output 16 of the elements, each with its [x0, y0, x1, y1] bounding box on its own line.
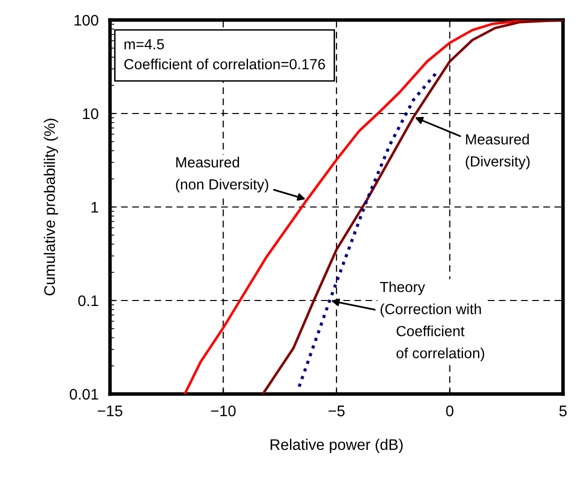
y-tick-label: 0.01 [70, 388, 98, 400]
y-tick-label: 100 [74, 14, 98, 26]
y-tick-label: 0.1 [78, 295, 98, 306]
y-tick-label: 1 [92, 202, 98, 213]
annotation: Measured (non Diversity) [176, 156, 268, 192]
annotation: m=4.5 Coefficient of correlation=0.176 [124, 39, 325, 70]
y-tick-label: 10 [83, 108, 98, 120]
annotation: Measured (Diversity) [466, 134, 530, 170]
x-tick-label: 0 [446, 406, 454, 416]
x-tick-label: −15 [98, 406, 122, 416]
x-tick-label: 5 [559, 406, 567, 416]
y-axis-title: Cumulative probability (%) [44, 118, 58, 296]
annotation: Theory (Correction with Coefficient of correlation) [380, 281, 484, 362]
x-tick-label: −10 [211, 406, 236, 416]
x-axis-title: Relative power (dB) [270, 438, 403, 454]
x-tick-label: −5 [328, 406, 345, 416]
